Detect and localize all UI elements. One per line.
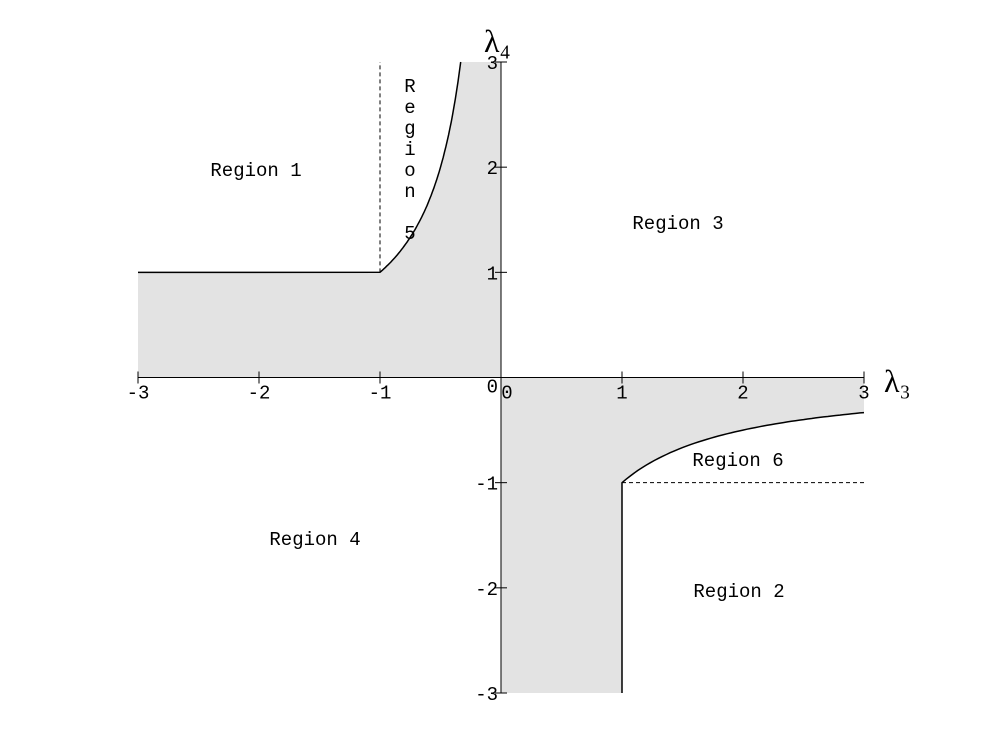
- x-tick-label: 2: [737, 383, 748, 405]
- region-label: Region 6: [692, 450, 783, 472]
- y-tick-label: -2: [475, 579, 498, 601]
- x-tick-label: -1: [369, 383, 392, 405]
- x-tick-label: -2: [248, 383, 271, 405]
- y-tick-label: 2: [487, 158, 498, 180]
- y-tick-label: -1: [475, 474, 498, 496]
- y-axis-label: λ₄: [484, 23, 511, 59]
- x-tick-label: 1: [616, 383, 627, 405]
- region-label: Region 3: [632, 213, 723, 235]
- x-axis-label: λ₃: [884, 363, 911, 399]
- y-tick-label: 3: [487, 53, 498, 75]
- y-tick-label: -3: [475, 684, 498, 706]
- x-tick-label: 3: [858, 383, 869, 405]
- x-tick-label: -3: [127, 383, 150, 405]
- boundary: [137, 61, 462, 274]
- region-label: Region 5: [399, 76, 421, 244]
- region-label: Region 1: [210, 160, 301, 182]
- y-tick-label: 0: [487, 377, 498, 399]
- region-label: Region 2: [693, 581, 784, 603]
- shaded-region: [501, 377, 864, 693]
- y-tick-label: 1: [487, 263, 498, 285]
- boundary: [621, 411, 865, 693]
- region-label: Region 4: [269, 529, 360, 551]
- shaded-region: [138, 62, 501, 378]
- x-tick-label: 0: [501, 383, 512, 405]
